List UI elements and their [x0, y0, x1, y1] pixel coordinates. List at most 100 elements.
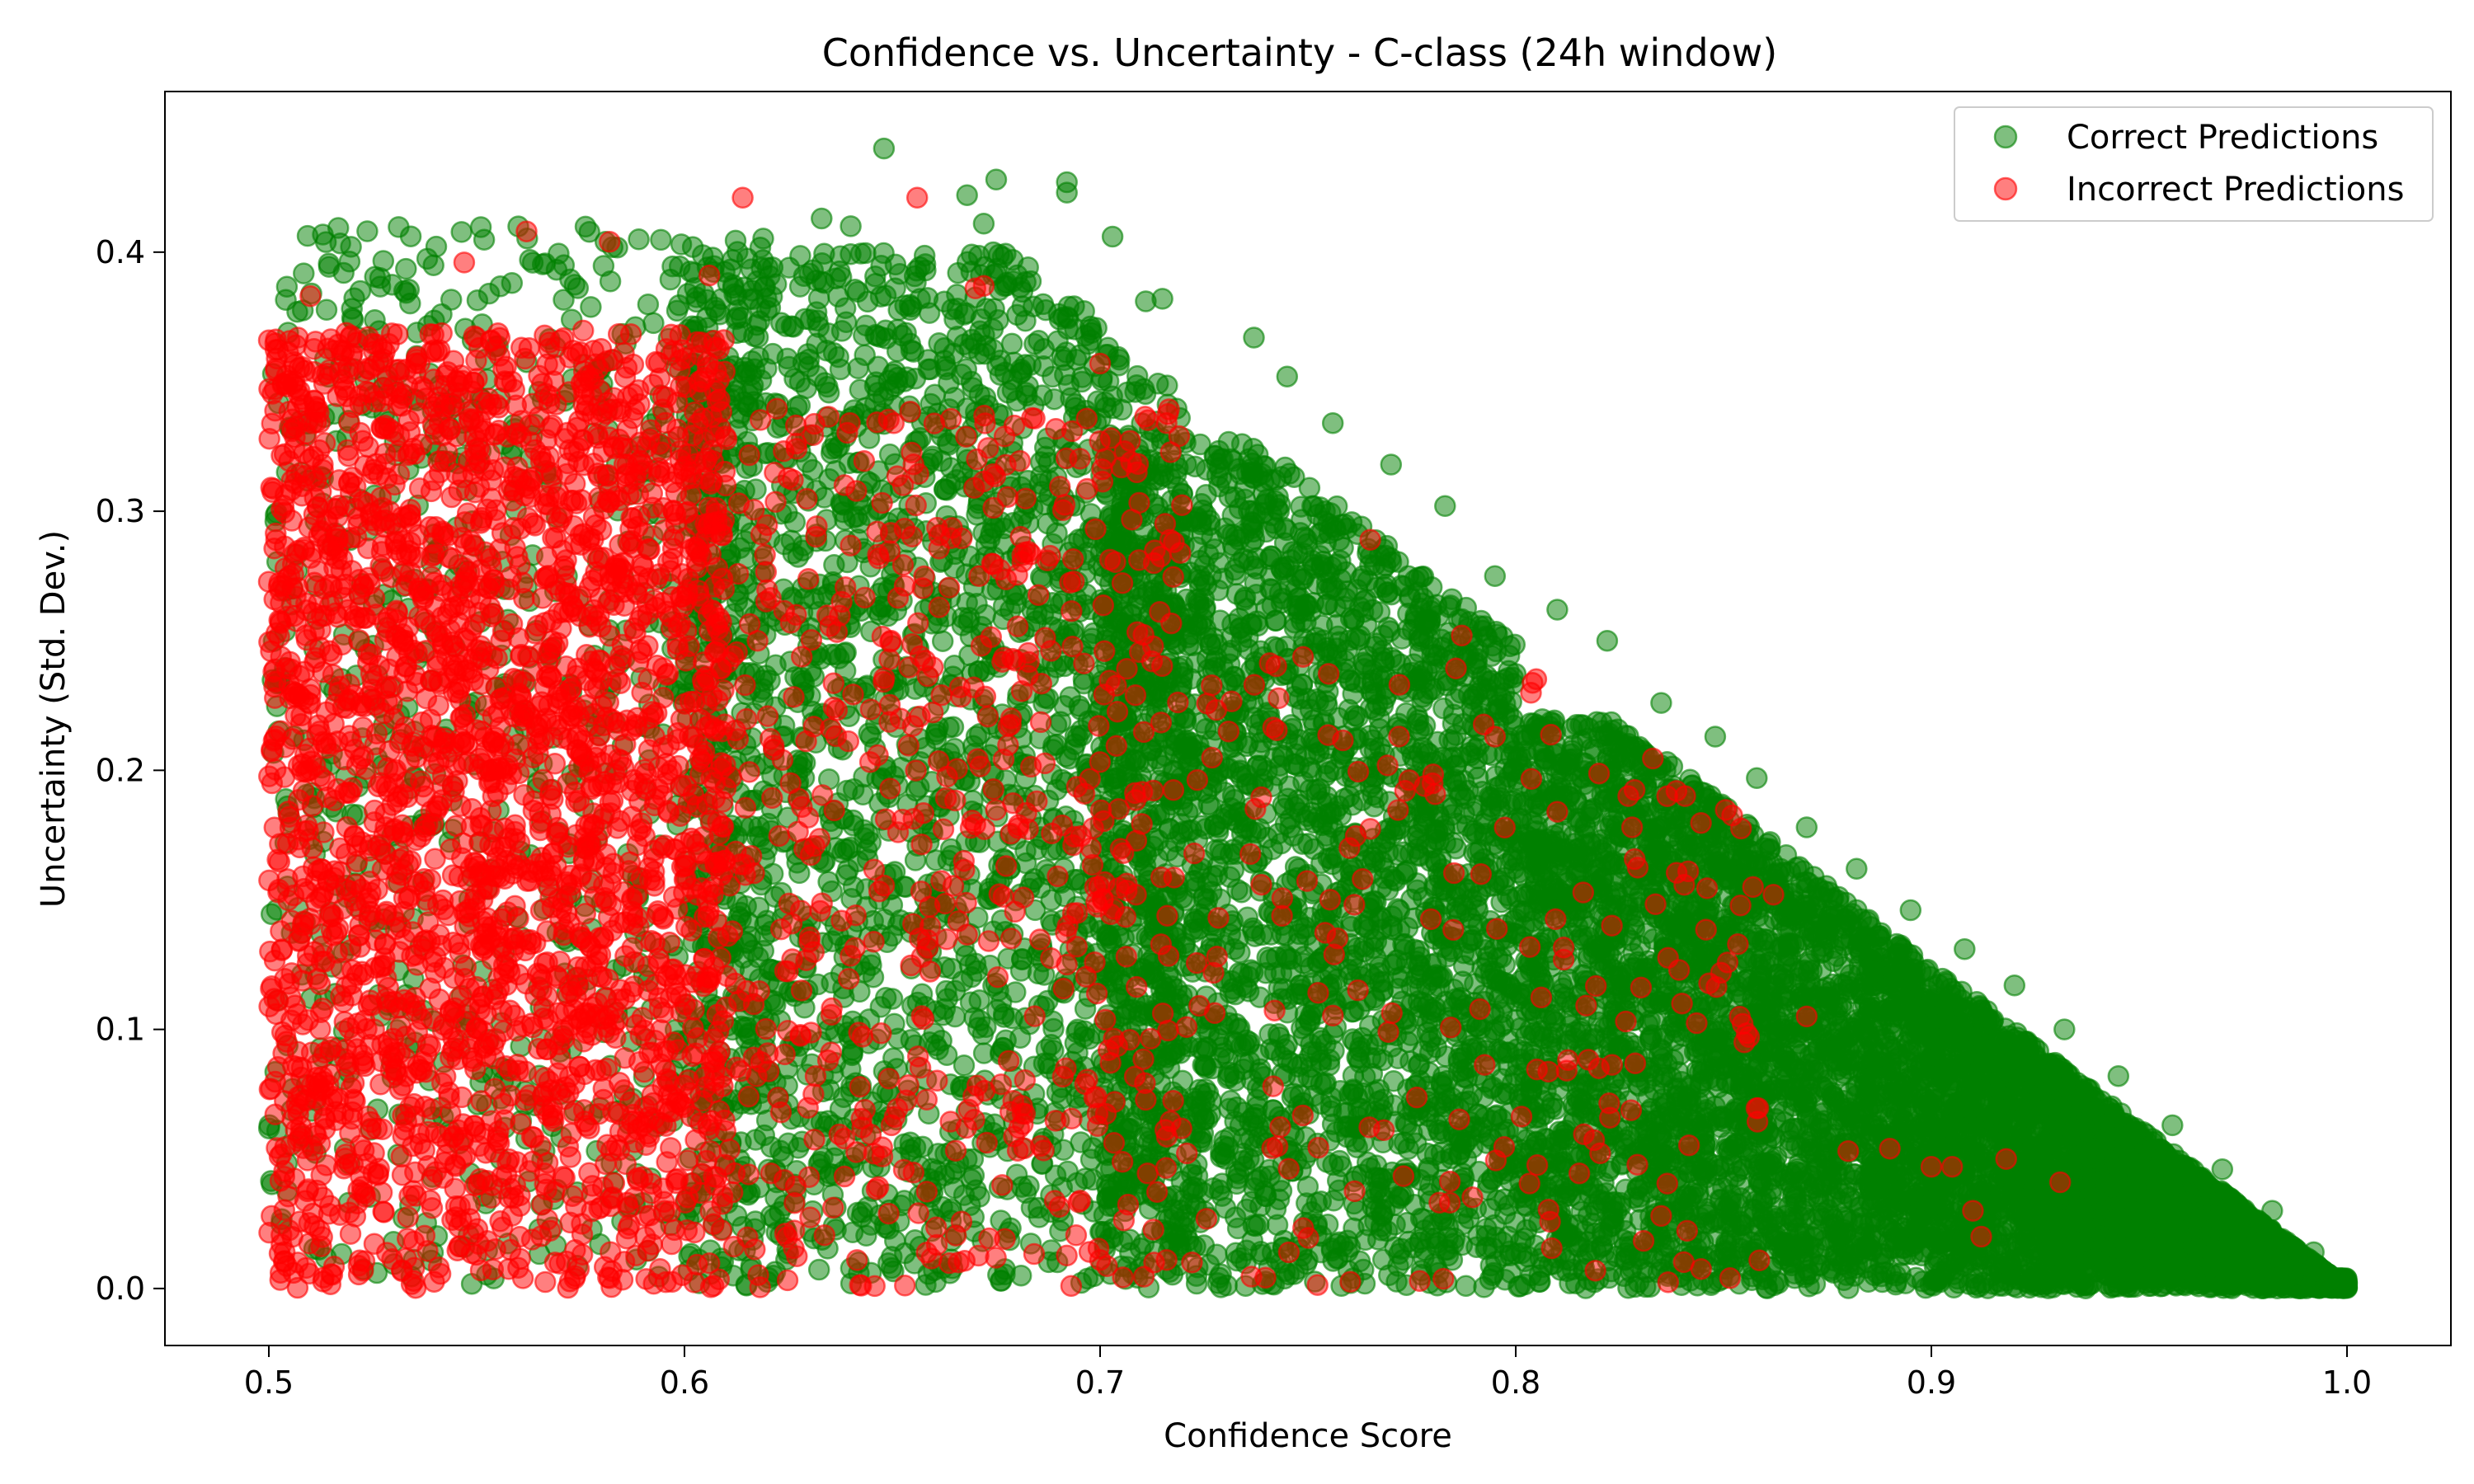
data-point: [760, 285, 783, 308]
data-point: [972, 1042, 995, 1064]
data-point: [931, 630, 954, 652]
data-point: [745, 478, 767, 500]
data-point: [628, 228, 650, 251]
data-point: [960, 1168, 983, 1190]
data-point: [864, 265, 887, 288]
data-point: [1147, 373, 1169, 395]
data-point: [1011, 948, 1033, 971]
data-point: [741, 374, 764, 397]
data-point: [661, 255, 684, 278]
data-point: [1065, 1172, 1089, 1195]
data-point: [936, 988, 958, 1010]
data-point: [637, 293, 660, 316]
data-point: [817, 871, 840, 893]
data-point: [356, 220, 379, 242]
data-point: [1017, 469, 1039, 492]
data-point: [753, 1124, 776, 1147]
data-point: [1052, 1139, 1075, 1162]
data-point: [847, 357, 869, 380]
data-point: [746, 326, 769, 349]
data-point: [904, 1136, 927, 1159]
data-point: [592, 255, 615, 277]
data-point: [755, 357, 778, 380]
data-point: [795, 377, 818, 400]
data-point: [1009, 362, 1032, 384]
data-point: [553, 289, 575, 311]
data-point: [1194, 817, 1217, 840]
data-point: [900, 339, 923, 362]
data-point: [834, 297, 857, 319]
data-point: [1073, 1020, 1096, 1042]
data-point: [802, 665, 825, 688]
data-point: [395, 257, 417, 280]
data-point: [1183, 455, 1206, 478]
data-point: [878, 443, 901, 466]
data-point: [364, 265, 386, 288]
data-point: [1031, 384, 1053, 406]
data-point: [1073, 672, 1095, 695]
data-point: [881, 988, 904, 1010]
data-point: [1042, 1017, 1065, 1040]
data-point: [935, 1044, 958, 1067]
data-point: [935, 358, 957, 381]
data-point: [894, 1242, 916, 1265]
data-point: [1057, 295, 1080, 318]
data-point: [752, 228, 774, 250]
chart-title: Confidence vs. Uncertainty - C-class (24…: [822, 31, 1778, 75]
data-point: [1195, 483, 1217, 506]
data-point: [933, 1164, 956, 1186]
data-point: [955, 944, 977, 967]
data-point: [293, 262, 315, 284]
data-point: [840, 836, 862, 859]
data-point: [1298, 477, 1321, 500]
data-point: [521, 251, 544, 274]
data-point: [986, 257, 1009, 280]
data-point: [642, 312, 665, 335]
data-point: [927, 1143, 949, 1165]
data-point: [1028, 330, 1050, 352]
data-point: [992, 594, 1015, 618]
data-point: [776, 347, 798, 370]
data-point: [769, 312, 793, 334]
data-point: [797, 355, 821, 378]
data-point: [740, 815, 763, 838]
data-point: [802, 259, 825, 282]
data-point: [676, 283, 699, 305]
data-point: [732, 946, 755, 970]
data-point: [730, 306, 753, 329]
data-point: [399, 225, 422, 247]
data-point: [1032, 355, 1055, 378]
data-point: [856, 290, 879, 313]
data-point: [1057, 373, 1080, 397]
data-point: [679, 261, 702, 283]
points-layer: [257, 137, 2359, 1300]
data-point: [1034, 298, 1057, 322]
data-point: [1080, 322, 1103, 345]
data-point: [1107, 345, 1130, 369]
data-point: [996, 381, 1019, 404]
data-point: [1070, 698, 1092, 721]
data-point: [846, 505, 868, 528]
data-point: [896, 366, 918, 388]
data-point: [1111, 398, 1133, 421]
data-point: [960, 965, 983, 989]
data-point: [724, 229, 747, 252]
data-point: [829, 1097, 852, 1120]
data-point: [650, 228, 672, 251]
data-point: [849, 378, 872, 401]
data-point: [964, 332, 987, 355]
data-point: [1011, 280, 1034, 303]
data-point: [853, 324, 875, 346]
data-point: [943, 556, 966, 580]
data-point: [916, 287, 939, 309]
data-point: [905, 259, 928, 282]
data-point: [296, 224, 319, 247]
data-point: [806, 332, 828, 355]
data-point: [943, 387, 966, 409]
data-point: [857, 823, 879, 845]
data-point: [921, 445, 944, 467]
data-point: [828, 647, 850, 669]
data-point: [968, 1009, 991, 1031]
data-point: [450, 221, 473, 243]
